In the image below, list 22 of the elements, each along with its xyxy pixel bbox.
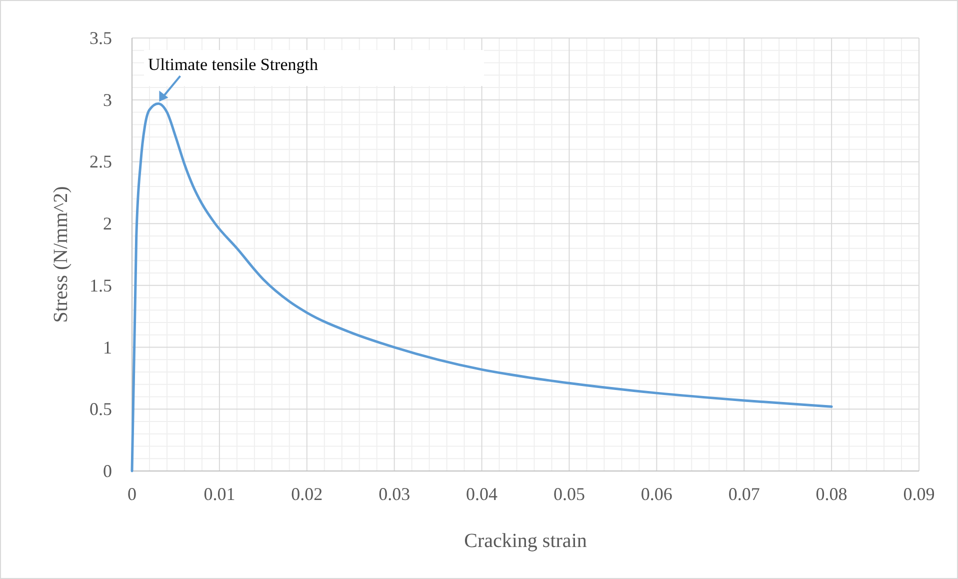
y-tick-label: 0	[103, 461, 112, 481]
x-tick-label: 0.06	[640, 484, 672, 504]
y-tick-label: 2	[103, 214, 112, 234]
x-tick-label: 0.04	[466, 484, 498, 504]
x-tick-label: 0.09	[903, 484, 935, 504]
x-tick-label: 0.01	[204, 484, 236, 504]
y-tick-label: 0.5	[90, 399, 112, 420]
y-tick-label: 3.5	[90, 28, 112, 48]
x-tick-label: 0.02	[291, 484, 323, 504]
y-tick-label: 3	[103, 90, 112, 110]
x-tick-label: 0.07	[728, 484, 760, 504]
y-axis-title: Stress (N/mm^2)	[50, 186, 72, 323]
y-tick-label: 1.5	[90, 275, 112, 296]
x-tick-label: 0	[128, 484, 136, 504]
annotation: Ultimate tensile Strength	[148, 55, 318, 74]
y-tick-label: 1	[103, 337, 112, 358]
x-tick-label: 0.05	[553, 484, 585, 504]
line-series	[130, 102, 833, 472]
x-tick-label: 0.08	[816, 484, 848, 504]
x-tick-label: 0.03	[378, 484, 410, 504]
x-axis-title: Cracking strain	[464, 530, 587, 552]
y-tick-label: 2.5	[90, 152, 112, 172]
